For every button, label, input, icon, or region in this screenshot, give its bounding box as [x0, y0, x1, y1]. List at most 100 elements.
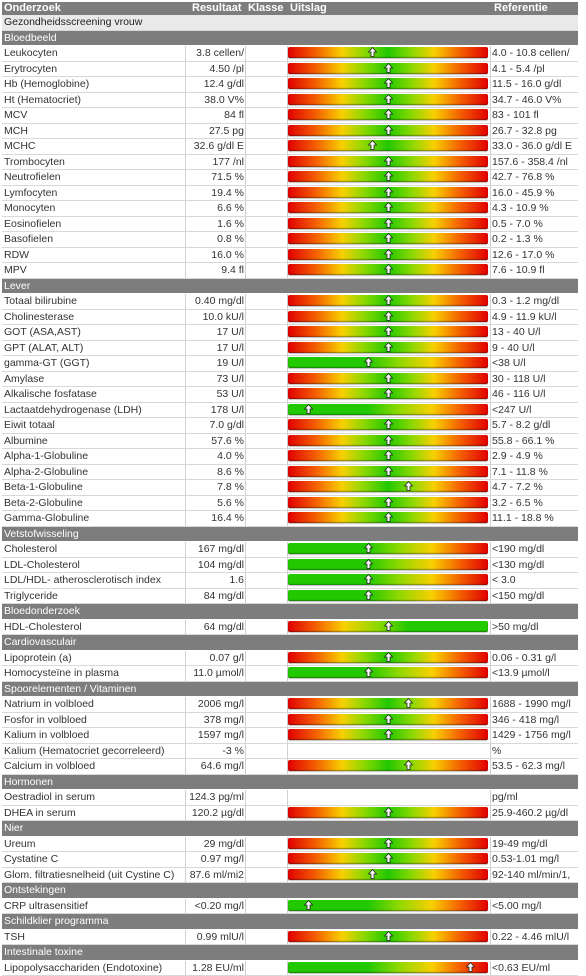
column-divider — [490, 697, 491, 712]
column-divider — [490, 310, 491, 325]
result-value: 167 mg/dl — [187, 542, 244, 557]
test-name: Cholesterol — [4, 542, 184, 557]
column-divider — [245, 77, 246, 92]
gauge-marker-icon — [384, 435, 393, 445]
column-divider — [490, 868, 491, 883]
column-divider — [185, 325, 186, 340]
column-divider — [490, 511, 491, 526]
column-divider — [490, 139, 491, 154]
test-name: LDL/HDL- atherosclerotisch index — [4, 573, 184, 588]
test-name: TSH — [4, 930, 184, 945]
column-divider — [185, 139, 186, 154]
column-divider — [185, 186, 186, 201]
column-divider — [245, 496, 246, 511]
column-divider — [245, 310, 246, 325]
column-divider — [245, 868, 246, 883]
gauge-marker-icon — [384, 388, 393, 398]
column-divider — [490, 465, 491, 480]
header-uitslag: Uitslag — [290, 2, 327, 15]
test-name: Glom. filtratiesnelheid (uit Cystine C) — [4, 868, 184, 883]
test-name: Gamma-Globuline — [4, 511, 184, 526]
gauge-marker-icon — [384, 202, 393, 212]
reference-range: 5.7 - 8.2 g/dl — [492, 418, 578, 433]
column-divider — [490, 372, 491, 387]
column-divider — [490, 961, 491, 976]
result-value: <0.20 mg/l — [187, 899, 244, 914]
test-name: Totaal bilirubine — [4, 294, 184, 309]
result-value: 19 U/l — [187, 356, 244, 371]
gauge-marker-icon — [384, 94, 393, 104]
test-name: DHEA in serum — [4, 806, 184, 821]
column-divider — [490, 480, 491, 495]
column-divider — [490, 217, 491, 232]
reference-range: 4.3 - 10.9 % — [492, 201, 578, 216]
gauge-marker-icon — [384, 621, 393, 631]
gauge-marker-icon — [384, 233, 393, 243]
gauge-marker-icon — [404, 481, 413, 491]
section-header: Vetstofwisseling — [2, 527, 578, 543]
test-name: Kalium (Hematocriet gecorreleerd) — [4, 744, 184, 759]
column-divider — [490, 248, 491, 263]
result-value: 84 fl — [187, 108, 244, 123]
result-value: 64 mg/dl — [187, 620, 244, 635]
reference-range: <130 mg/dl — [492, 558, 578, 573]
column-divider — [245, 186, 246, 201]
result-gauge-bar — [288, 357, 488, 368]
column-divider — [490, 930, 491, 945]
result-value: 4.50 /pl — [187, 62, 244, 77]
column-divider — [245, 201, 246, 216]
gauge-marker-icon — [384, 838, 393, 848]
reference-range: pg/ml — [492, 790, 578, 805]
test-name: Beta-1-Globuline — [4, 480, 184, 495]
section-label: Gezondheidsscreening vrouw — [4, 15, 574, 30]
test-name: Hb (Hemoglobine) — [4, 77, 184, 92]
column-divider — [185, 713, 186, 728]
gauge-marker-icon — [364, 559, 373, 569]
column-divider — [490, 496, 491, 511]
result-value: 120.2 µg/dl — [187, 806, 244, 821]
reference-range: 3.2 - 6.5 % — [492, 496, 578, 511]
column-divider — [185, 759, 186, 774]
column-divider — [245, 294, 246, 309]
section-label: Spoorelementen / Vitaminen — [4, 682, 574, 697]
section-label: Vetstofwisseling — [4, 527, 574, 542]
gauge-marker-icon — [384, 466, 393, 476]
result-value: 7.0 g/dl — [187, 418, 244, 433]
reference-range: 16.0 - 45.9 % — [492, 186, 578, 201]
test-name: Ureum — [4, 837, 184, 852]
gauge-marker-icon — [384, 373, 393, 383]
test-name: MCV — [4, 108, 184, 123]
gauge-marker-icon — [368, 869, 377, 879]
reference-range: 11.5 - 16.0 g/dl — [492, 77, 578, 92]
column-divider — [185, 837, 186, 852]
column-divider — [245, 341, 246, 356]
column-divider — [245, 403, 246, 418]
header-resultaat: Resultaat — [192, 2, 242, 15]
column-divider — [245, 248, 246, 263]
column-divider — [245, 651, 246, 666]
gauge-marker-icon — [384, 931, 393, 941]
test-name: Basofielen — [4, 232, 184, 247]
report-title: Gezondheidsscreening vrouw — [2, 15, 578, 31]
reference-range: 9 - 40 U/l — [492, 341, 578, 356]
column-divider — [185, 899, 186, 914]
result-value: 17 U/l — [187, 341, 244, 356]
section-label: Cardiovasculair — [4, 635, 574, 650]
test-name: Eosinofielen — [4, 217, 184, 232]
column-divider — [185, 248, 186, 263]
result-value: 9.4 fl — [187, 263, 244, 278]
gauge-marker-icon — [384, 171, 393, 181]
column-divider — [490, 651, 491, 666]
reference-range: 83 - 101 fl — [492, 108, 578, 123]
column-divider — [245, 387, 246, 402]
column-divider — [490, 155, 491, 170]
result-value: 16.0 % — [187, 248, 244, 263]
gauge-marker-icon — [384, 125, 393, 135]
gauge-marker-icon — [384, 714, 393, 724]
